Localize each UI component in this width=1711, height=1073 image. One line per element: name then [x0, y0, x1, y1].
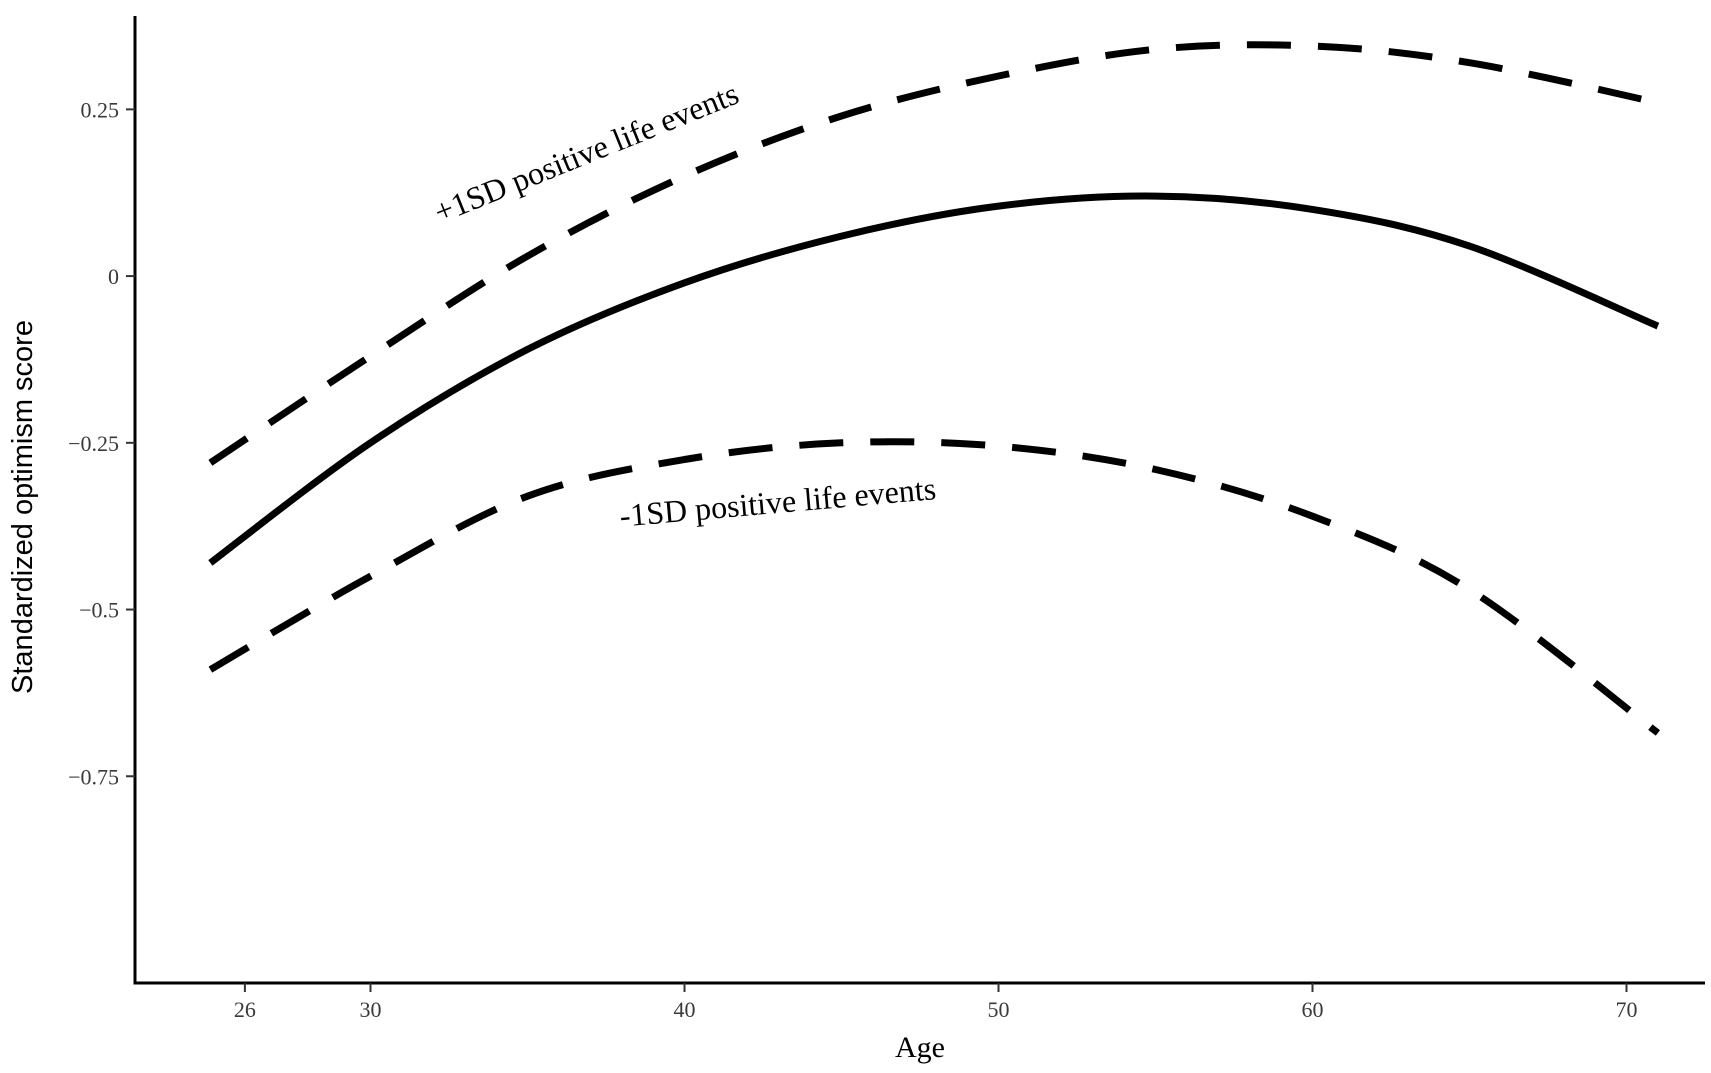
y-tick-label: −0.75: [68, 764, 119, 789]
series-line-plus-1sd: [208, 41, 1659, 466]
x-axis-title: Age: [895, 1031, 945, 1064]
y-tick-label: 0: [108, 264, 119, 289]
annotation-label: -1SD positive life events: [618, 470, 937, 534]
x-tick-label: 26: [234, 997, 256, 1022]
x-tick-label: 60: [1302, 997, 1324, 1022]
series-line-mean: [208, 192, 1660, 566]
x-tick-label: 30: [360, 997, 382, 1022]
annotation-label: +1SD positive life events: [429, 75, 744, 230]
axes: [133, 16, 1705, 985]
y-axis-title: Standardized optimism score: [7, 320, 39, 694]
x-tick-label: 70: [1616, 997, 1638, 1022]
x-tick-label: 50: [988, 997, 1010, 1022]
y-tick-label: 0.25: [81, 97, 120, 122]
annotations: +1SD positive life events -1SD positive l…: [429, 75, 937, 534]
x-tick-label: 40: [674, 997, 696, 1022]
y-tick-label: −0.5: [79, 598, 119, 623]
series: [208, 41, 1661, 736]
y-tick-label: −0.25: [68, 431, 119, 456]
ticks: 26 30 40 50 60 70 0.25 0 −0.25 −0.5 −0.75: [68, 97, 1637, 1022]
